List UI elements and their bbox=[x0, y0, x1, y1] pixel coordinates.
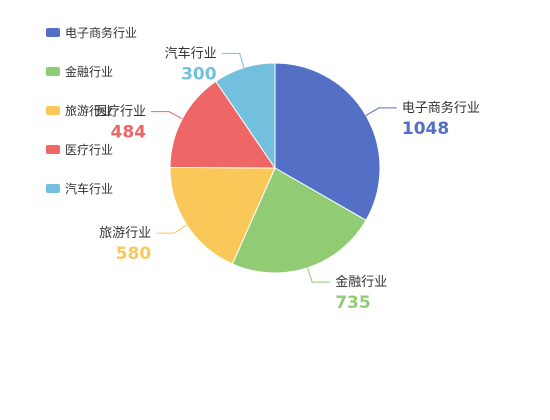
pie-labels: 电子商务行业 1048 金融行业 735 旅游行业 580 医疗行业 484 汽车行业 300 bbox=[94, 45, 480, 313]
legend-label-ecommerce: 电子商务行业 bbox=[65, 25, 138, 40]
data-label-name-finance: 金融行业 bbox=[335, 274, 387, 290]
data-label-name-auto: 汽车行业 bbox=[165, 45, 217, 61]
legend: 电子商务行业 金融行业 旅游行业 医疗行业 汽车行业 bbox=[46, 22, 137, 217]
legend-label-travel: 旅游行业 bbox=[65, 103, 114, 118]
legend-label-auto: 汽车行业 bbox=[65, 181, 114, 196]
label-line-finance bbox=[307, 267, 331, 283]
legend-swatch-travel bbox=[46, 106, 60, 115]
pie-slice-finance[interactable] bbox=[231, 167, 367, 274]
legend-item-ecommerce[interactable]: 电子商务行业 bbox=[46, 22, 137, 42]
legend-label-medical: 医疗行业 bbox=[65, 142, 114, 157]
legend-label-finance: 金融行业 bbox=[65, 64, 114, 79]
pie-slice-travel[interactable] bbox=[169, 166, 276, 265]
label-line-ecommerce bbox=[365, 107, 397, 116]
label-line-medical bbox=[151, 111, 183, 120]
data-label-name-travel: 旅游行业 bbox=[99, 226, 151, 241]
pie-slice-auto[interactable] bbox=[215, 62, 276, 170]
legend-item-medical[interactable]: 医疗行业 bbox=[46, 139, 137, 159]
label-line-travel bbox=[156, 224, 188, 234]
label-line-auto bbox=[221, 52, 245, 68]
data-label-value-travel: 580 bbox=[116, 244, 152, 264]
legend-item-auto[interactable]: 汽车行业 bbox=[46, 178, 137, 198]
data-label-value-auto: 300 bbox=[181, 64, 217, 84]
pie-slices bbox=[169, 62, 381, 274]
data-label-name-medical: 医疗行业 bbox=[94, 105, 146, 120]
data-label-name-ecommerce: 电子商务行业 bbox=[402, 100, 480, 116]
legend-swatch-auto bbox=[46, 184, 60, 193]
data-label-value-medical: 484 bbox=[111, 123, 147, 143]
legend-swatch-medical bbox=[46, 145, 60, 154]
legend-item-finance[interactable]: 金融行业 bbox=[46, 61, 137, 81]
data-label-value-finance: 735 bbox=[335, 293, 371, 313]
legend-item-travel[interactable]: 旅游行业 bbox=[46, 100, 137, 120]
legend-swatch-finance bbox=[46, 67, 60, 76]
legend-swatch-ecommerce bbox=[46, 28, 60, 37]
data-label-value-ecommerce: 1048 bbox=[402, 119, 449, 139]
